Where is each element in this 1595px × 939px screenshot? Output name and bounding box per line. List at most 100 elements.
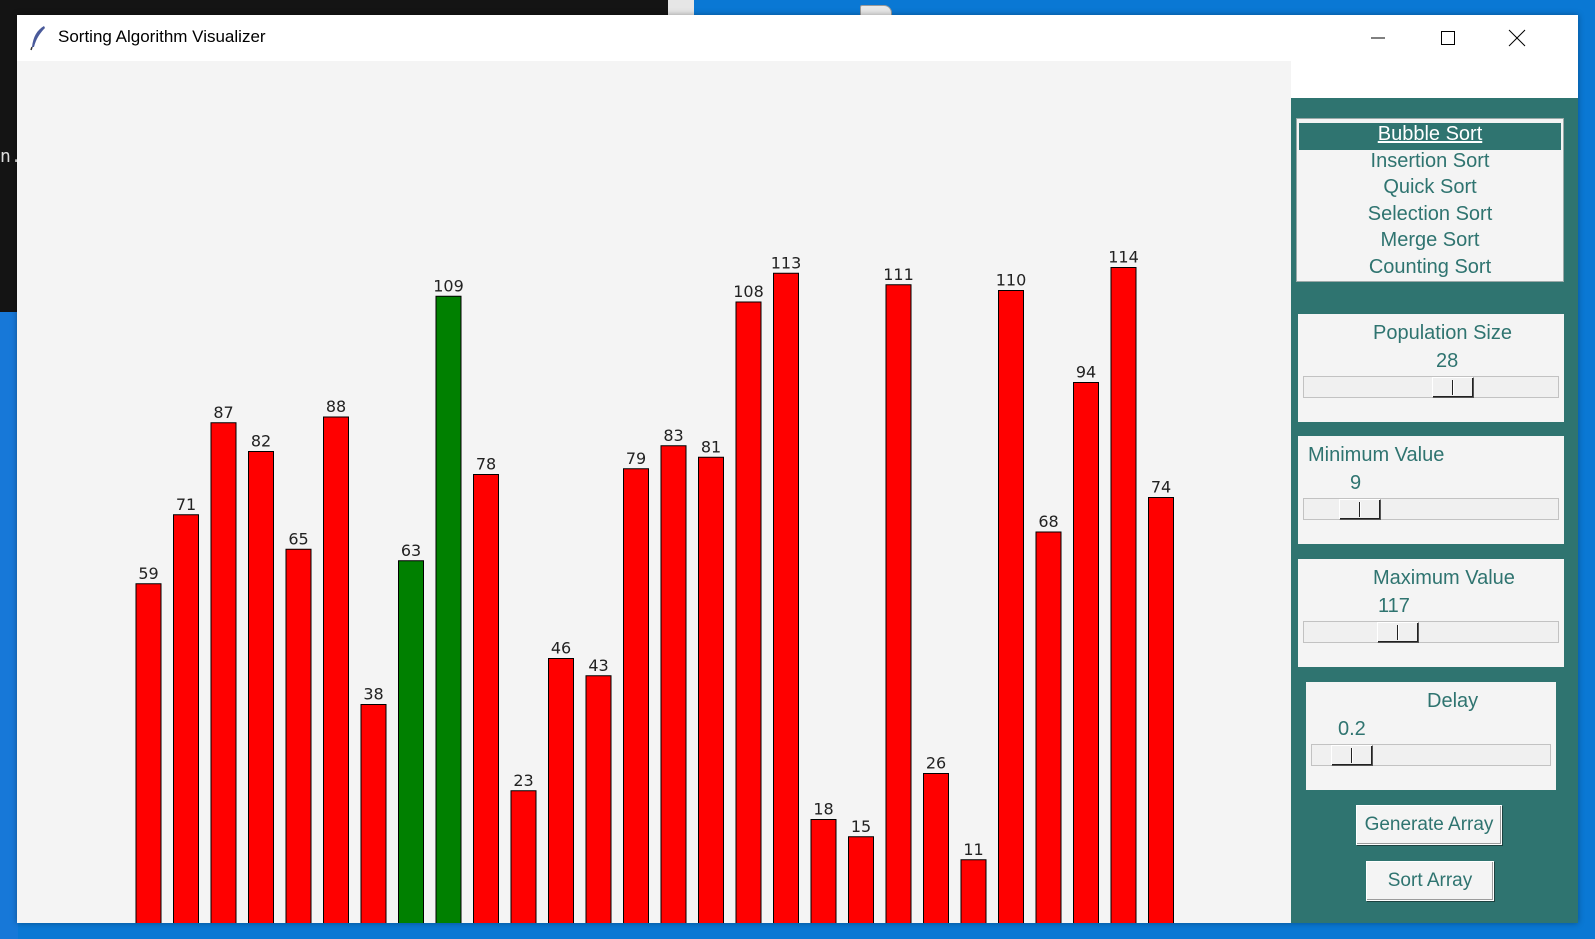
bar-label-9: 78 [476,455,496,474]
minimum-frame: Minimum Value 9 [1298,436,1564,544]
close-icon [1508,29,1526,47]
bar-label-25: 94 [1076,363,1096,382]
desktop-file-icon [860,5,892,18]
bar-14 [660,445,687,923]
bar-chart-canvas: 59 71 87 82 65 88 38 63 109 78 23 46 43 79 83 81 108 113 1… [17,61,1291,923]
minimum-slider-thumb[interactable] [1339,499,1381,520]
algorithm-item-counting[interactable]: Counting Sort [1368,255,1492,278]
maximum-label: Maximum Value [1373,567,1515,589]
generate-array-button[interactable]: Generate Array [1356,805,1502,845]
bar-27 [1148,497,1174,923]
close-button[interactable] [1482,15,1552,61]
bar-5 [323,416,349,923]
bar-3 [248,451,274,923]
bar-label-21: 26 [926,754,946,773]
bar-label-11: 46 [551,639,571,658]
algorithm-item-insertion[interactable]: Insertion Sort [1370,149,1490,172]
bar-label-10: 23 [513,771,533,790]
bar-label-17: 113 [771,253,802,272]
algorithm-item-quick[interactable]: Quick Sort [1383,176,1477,198]
bar-0 [135,583,162,923]
terminal-text: n. [0,146,22,167]
bar-22 [960,859,987,923]
bar-19 [848,836,874,923]
maximize-icon [1441,31,1455,45]
bar-label-24: 68 [1038,512,1058,531]
bar-12 [585,675,612,923]
bar-6 [360,704,387,923]
bar-label-14: 83 [663,426,683,445]
bar-25 [1073,382,1099,923]
bar-11 [548,658,574,923]
bar-label-15: 81 [701,437,721,456]
population-value: 28 [1436,350,1459,372]
bar-8 [435,295,462,923]
bar-label-19: 15 [851,817,871,836]
maximum-slider[interactable] [1303,621,1559,643]
delay-slider-thumb[interactable] [1331,745,1373,766]
bar-label-22: 11 [963,840,983,859]
minimize-icon [1371,37,1385,39]
delay-frame: Delay 0.2 [1306,682,1556,790]
population-label: Population Size [1373,322,1512,344]
bar-13 [623,468,649,923]
bar-21 [923,773,949,923]
bar-label-8: 109 [433,276,464,295]
bar-9 [473,474,499,923]
bar-label-2: 87 [213,403,233,422]
title-bar[interactable]: Sorting Algorithm Visualizer [17,15,1578,61]
bar-label-16: 108 [733,282,764,301]
minimum-label: Minimum Value [1308,444,1445,466]
control-panel: Bubble Sort Insertion Sort Quick Sort Se… [1291,98,1578,923]
bar-label-3: 82 [251,432,271,451]
bar-label-0: 59 [138,564,158,583]
panel-top-strip [1291,61,1578,98]
bar-label-18: 18 [813,800,833,819]
population-slider[interactable] [1303,376,1559,398]
population-slider-thumb[interactable] [1432,377,1474,398]
algorithm-item-bubble[interactable]: Bubble Sort [1299,123,1561,150]
bar-7 [398,560,424,923]
maximum-value: 117 [1378,595,1410,617]
bar-label-4: 65 [288,529,308,548]
minimum-value: 9 [1350,472,1362,494]
bar-label-1: 71 [176,495,196,514]
algorithm-item-selection[interactable]: Selection Sort [1367,202,1493,225]
delay-value: 0.2 [1338,718,1366,740]
window-title: Sorting Algorithm Visualizer [58,27,266,46]
maximum-slider-thumb[interactable] [1377,622,1419,643]
bar-17 [773,272,799,923]
bar-label-26: 114 [1108,248,1139,267]
population-frame: Population Size 28 [1298,314,1564,422]
bar-label-7: 63 [401,541,421,560]
bar-23 [998,290,1024,923]
bar-label-5: 88 [326,397,346,416]
delay-slider[interactable] [1311,744,1551,766]
bar-24 [1035,531,1062,923]
bar-4 [285,548,312,923]
algorithm-listbox[interactable]: Bubble Sort Insertion Sort Quick Sort Se… [1296,118,1564,282]
minimize-button[interactable] [1343,15,1413,61]
bar-1 [173,514,199,923]
bar-label-23: 110 [996,271,1027,290]
bar-label-13: 79 [626,449,646,468]
bar-10 [510,790,537,923]
bar-label-20: 111 [883,265,914,284]
maximum-frame: Maximum Value 117 [1298,559,1564,667]
bar-label-12: 43 [588,656,608,675]
maximize-button[interactable] [1413,15,1483,61]
bar-20 [885,284,912,923]
background-scrollbar [668,0,694,16]
bar-chart: 59 71 87 82 65 88 38 63 109 78 23 46 43 79 83 81 108 113 1… [135,248,1174,923]
bar-label-27: 74 [1151,478,1171,497]
minimum-slider[interactable] [1303,498,1559,520]
bar-18 [810,819,837,923]
app-window: Sorting Algorithm Visualizer 59 71 87 82 65 8… [17,15,1578,923]
bar-15 [698,456,724,923]
sort-array-button[interactable]: Sort Array [1366,861,1494,901]
bar-26 [1110,267,1137,923]
bar-16 [735,301,762,923]
algorithm-item-merge[interactable]: Merge Sort [1380,229,1480,251]
delay-label: Delay [1427,690,1479,712]
desktop-background [0,312,18,939]
